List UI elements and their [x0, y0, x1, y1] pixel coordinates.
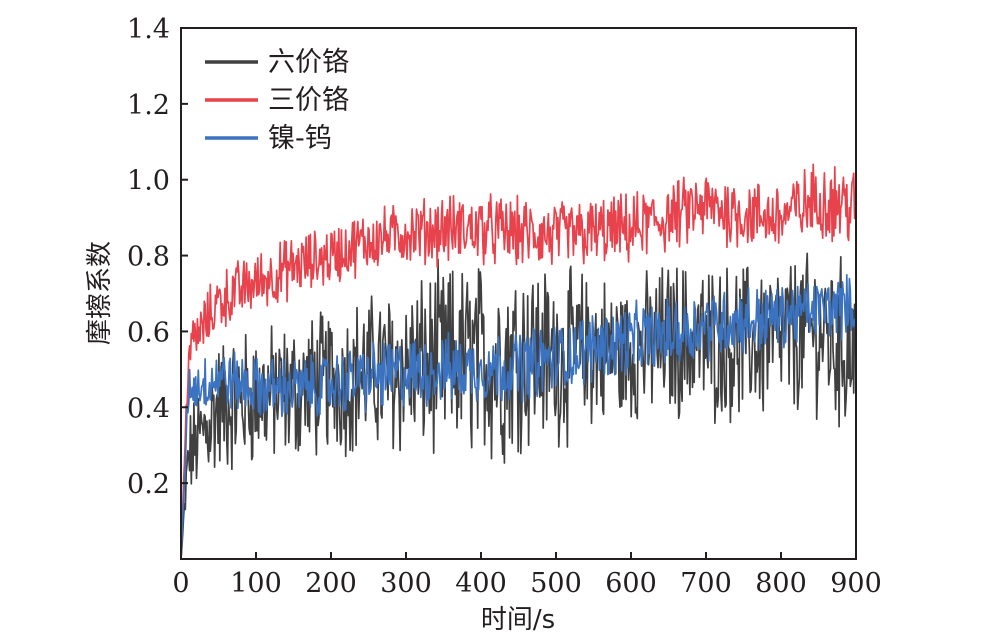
series-line-0 — [180, 252, 857, 560]
y-axis-title: 摩擦系数 — [85, 241, 115, 345]
x-tick-label: 500 — [530, 568, 582, 599]
y-tick-label: 0.2 — [127, 469, 170, 500]
legend-label: 镍-钨 — [268, 123, 332, 154]
ticks-layer: 0 100 200 300 400 500 600 700 800 900 0.2 0.4 0.6 0.8… — [127, 14, 882, 599]
plot-frame — [180, 27, 857, 560]
x-tick-label: 800 — [755, 568, 807, 599]
x-tick-label: 200 — [305, 568, 357, 599]
y-tick-label: 1.2 — [127, 90, 170, 121]
series-layer — [180, 163, 857, 560]
y-tick-label: 0.6 — [127, 317, 170, 348]
x-tick-label: 300 — [380, 568, 432, 599]
y-tick-label: 1.0 — [127, 166, 170, 197]
y-tick-label: 0.8 — [127, 242, 170, 273]
x-tick-label: 600 — [605, 568, 657, 599]
x-tick-label: 900 — [830, 568, 882, 599]
series-line-1 — [180, 163, 857, 560]
y-tick-label: 1.4 — [127, 14, 170, 45]
legend-label: 六价铬 — [268, 47, 349, 78]
x-tick-label: 0 — [172, 568, 189, 599]
series-line-2 — [180, 273, 857, 560]
x-tick-label: 400 — [455, 568, 507, 599]
y-tick-label: 0.4 — [127, 393, 170, 424]
x-axis-title: 时间/s — [481, 605, 555, 635]
legend-label: 三价铬 — [268, 85, 349, 116]
x-tick-label: 100 — [230, 568, 282, 599]
x-tick-label: 700 — [680, 568, 732, 599]
